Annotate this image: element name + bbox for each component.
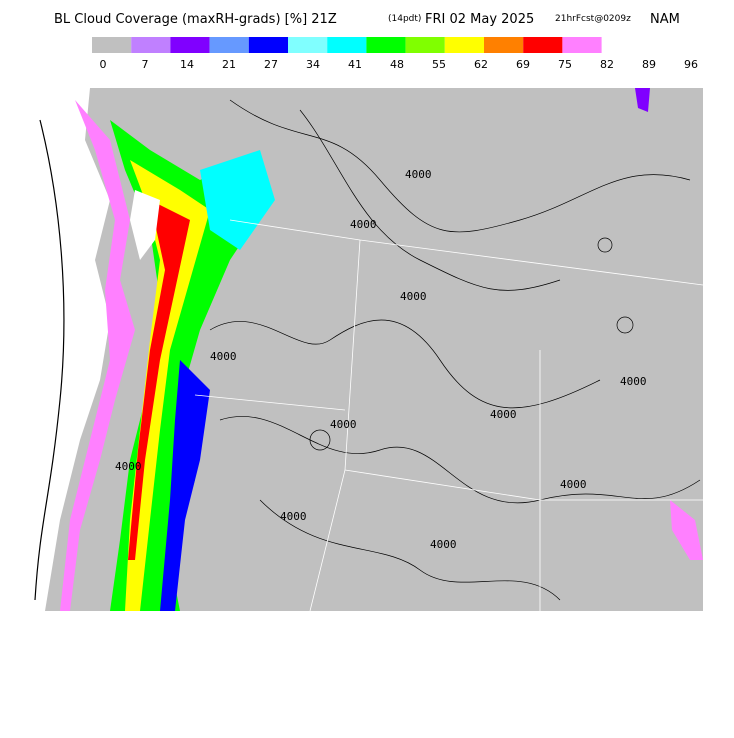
legend-label: 69 (516, 58, 530, 71)
legend-swatch (248, 37, 288, 53)
legend-label: 14 (180, 58, 194, 71)
model: NAM (650, 12, 680, 27)
contour-label: 4000 (280, 510, 307, 523)
contour-label: 4000 (560, 478, 587, 491)
contour-label: 4000 (330, 418, 357, 431)
local-time: (14pdt) (388, 14, 421, 24)
contour-labels: 4000 4000 4000 4000 4000 4000 4000 4000 4000 4000… (115, 168, 647, 551)
contour-label: 4000 (490, 408, 517, 421)
cloud-patch (670, 500, 703, 560)
legend-label: 82 (600, 58, 614, 71)
legend-swatch (209, 37, 249, 53)
title: BL Cloud Coverage (maxRH-grads) [%] 21Z (54, 12, 337, 27)
forecast: 21hrFcst@0209z (555, 14, 631, 24)
legend: 0 7 14 21 27 34 41 48 55 62 69 75 82 89 96 (92, 37, 698, 71)
legend-swatch (405, 37, 445, 53)
legend-label: 27 (264, 58, 278, 71)
contour-label: 4000 (620, 375, 647, 388)
contour-label: 4000 (405, 168, 432, 181)
cloud-gap (130, 190, 160, 260)
legend-swatch (444, 37, 484, 53)
contour-label: 4000 (400, 290, 427, 303)
legend-label: 41 (348, 58, 362, 71)
legend-swatch (92, 37, 132, 53)
map: 4000 4000 4000 4000 4000 4000 4000 4000 4000 4000… (30, 88, 704, 612)
legend-label: 55 (432, 58, 446, 71)
contour-label: 4000 (115, 460, 142, 473)
legend-label: 48 (390, 58, 404, 71)
legend-swatch (170, 37, 210, 53)
legend-label: 21 (222, 58, 236, 71)
legend-label: 62 (474, 58, 488, 71)
legend-label: 0 (100, 58, 107, 71)
cloud-band (200, 150, 275, 250)
legend-swatch (366, 37, 406, 53)
legend-label: 96 (684, 58, 698, 71)
legend-swatch (288, 37, 328, 53)
legend-label: 7 (142, 58, 149, 71)
legend-label: 89 (642, 58, 656, 71)
legend-label: 75 (558, 58, 572, 71)
cloud-band (160, 360, 210, 611)
cloud-band (60, 100, 135, 611)
contours (34, 99, 701, 601)
date: FRI 02 May 2025 (425, 12, 534, 27)
legend-swatch (327, 37, 367, 53)
legend-swatch (523, 37, 563, 53)
legend-label: 34 (306, 58, 320, 71)
contour-label: 4000 (350, 218, 377, 231)
legend-swatch (131, 37, 171, 53)
contour-label: 4000 (210, 350, 237, 363)
legend-swatch (484, 37, 524, 53)
legend-swatch (562, 37, 602, 53)
state-borders (194, 219, 704, 612)
cloud-band (125, 160, 210, 611)
cloud-band (128, 200, 190, 560)
cloud-patch (635, 88, 650, 112)
contour-label: 4000 (430, 538, 457, 551)
